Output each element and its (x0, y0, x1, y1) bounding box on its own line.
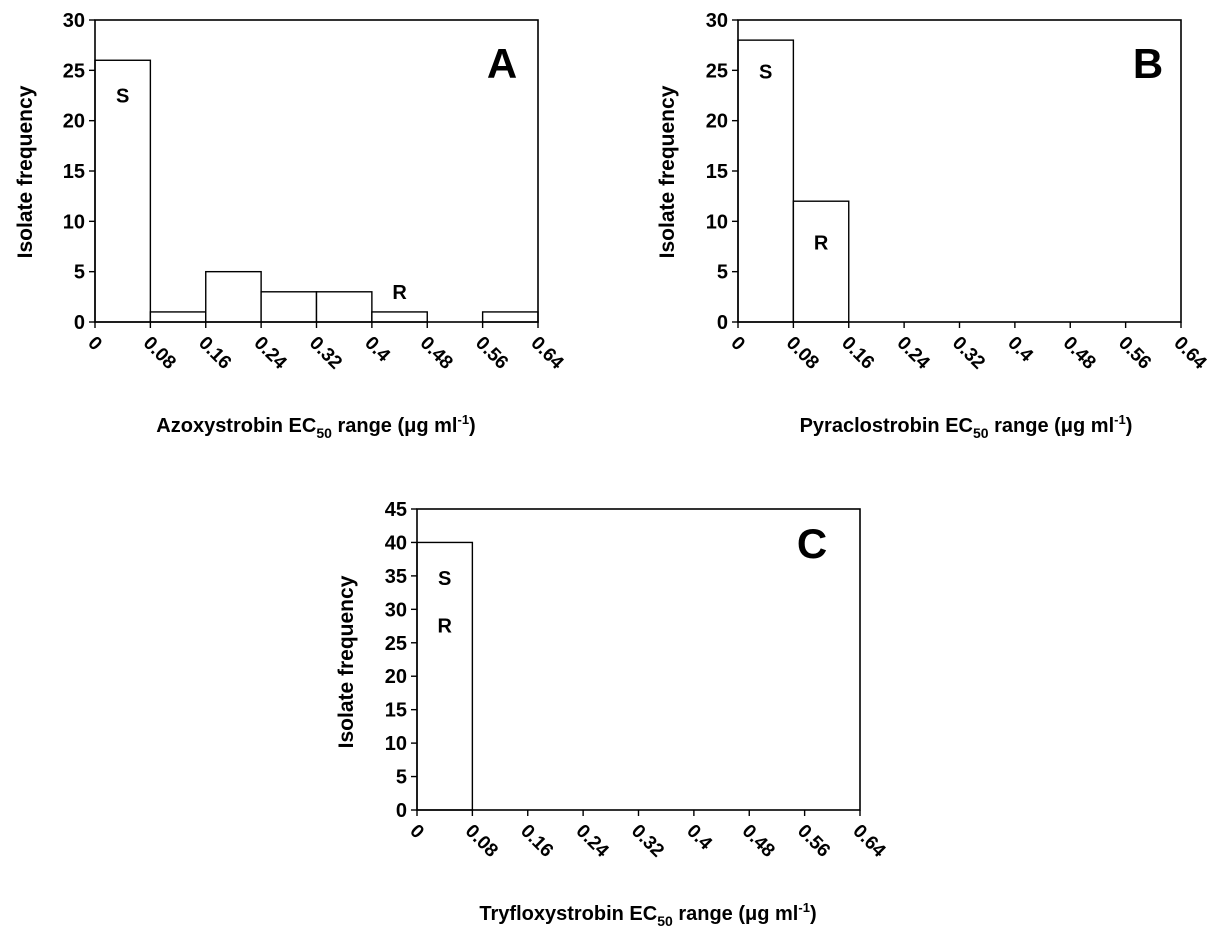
y-tick-label-a-4: 20 (63, 111, 85, 133)
x-tick-label-b-7: 0.56 (1114, 333, 1155, 374)
panel-letter-c: C (797, 520, 827, 567)
x-tick-label-c-2: 0.16 (516, 821, 557, 862)
x-tick-label-c-0: 0 (405, 821, 427, 843)
x-tick-label-a-7: 0.56 (471, 333, 512, 374)
y-axis-label-a: Isolate frequency (14, 85, 37, 258)
x-tick-label-a-1: 0.08 (139, 333, 180, 374)
annotation-a-s: S (116, 86, 129, 108)
plot-frame-c (416, 508, 861, 811)
bar-a-5 (315, 291, 373, 323)
annotation-b-s: S (759, 61, 772, 83)
x-tick-label-b-6: 0.48 (1059, 333, 1100, 374)
y-tick-label-c-0: 0 (396, 800, 407, 822)
y-tick-label-c-6: 30 (385, 599, 407, 621)
annotation-a-r: R (392, 282, 407, 304)
bar-c-1 (416, 541, 474, 811)
y-tick-label-c-1: 5 (396, 767, 407, 789)
y-tick-label-c-8: 40 (385, 532, 407, 554)
x-tick-label-c-5: 0.4 (682, 821, 716, 855)
y-tick-label-b-4: 20 (706, 111, 728, 133)
plot-frame-a (94, 19, 539, 323)
y-tick-label-b-6: 30 (706, 10, 728, 32)
panel-letter-a: A (487, 40, 517, 87)
panel-b: B Isolate frequency Pyraclostrobin EC50 … (656, 10, 1211, 441)
x-tick-label-a-5: 0.4 (360, 333, 394, 367)
y-tick-label-b-3: 15 (706, 161, 728, 183)
x-tick-label-a-2: 0.16 (194, 333, 235, 374)
x-tick-label-b-8: 0.64 (1169, 333, 1210, 374)
bar-b-2 (792, 200, 850, 323)
x-axis-label-a: Azoxystrobin EC50 range (μg ml-1) (156, 412, 475, 441)
x-tick-label-a-0: 0 (83, 333, 105, 355)
y-axis-label-b: Isolate frequency (656, 85, 679, 258)
x-tick-label-c-4: 0.32 (627, 821, 668, 862)
y-tick-label-b-2: 10 (706, 211, 728, 233)
annotation-c-s: S (438, 568, 451, 590)
y-tick-label-b-5: 25 (706, 60, 728, 82)
bar-a-8 (481, 311, 539, 323)
y-tick-label-c-9: 45 (385, 499, 407, 521)
y-tick-label-a-5: 25 (63, 60, 85, 82)
x-tick-label-a-3: 0.24 (250, 333, 291, 374)
x-axis-label-b: Pyraclostrobin EC50 range (μg ml-1) (800, 412, 1133, 441)
x-tick-label-c-6: 0.48 (738, 821, 779, 862)
annotation-c-r: R (437, 615, 452, 637)
x-tick-label-b-0: 0 (726, 333, 748, 355)
y-tick-label-c-2: 10 (385, 733, 407, 755)
bar-a-1 (94, 59, 152, 323)
x-tick-label-b-5: 0.4 (1003, 333, 1037, 367)
annotation-b-r: R (814, 232, 829, 254)
bar-a-2 (149, 311, 207, 323)
y-tick-label-a-0: 0 (74, 312, 85, 334)
y-tick-label-c-4: 20 (385, 666, 407, 688)
y-tick-label-b-0: 0 (717, 312, 728, 334)
panel-a: A Isolate frequency Azoxystrobin EC50 ra… (14, 10, 568, 441)
x-tick-label-c-8: 0.64 (848, 821, 889, 862)
x-tick-label-c-3: 0.24 (572, 821, 613, 862)
y-axis-label-c: Isolate frequency (335, 575, 358, 748)
y-tick-label-b-1: 5 (717, 262, 728, 284)
x-tick-label-a-6: 0.48 (416, 333, 457, 374)
x-tick-label-b-4: 0.32 (948, 333, 989, 374)
x-tick-label-a-4: 0.32 (305, 333, 346, 374)
bar-a-6 (371, 311, 428, 323)
y-tick-label-a-2: 10 (63, 211, 85, 233)
y-tick-label-a-6: 30 (63, 10, 85, 32)
x-tick-label-c-7: 0.56 (793, 821, 834, 862)
bar-a-3 (205, 270, 262, 323)
x-tick-label-c-1: 0.08 (461, 821, 502, 862)
bar-a-4 (260, 291, 318, 323)
x-tick-label-b-2: 0.16 (837, 333, 878, 374)
panel-c: C Isolate frequency Tryfloxystrobin EC50… (335, 499, 890, 927)
y-tick-label-c-5: 25 (385, 633, 407, 655)
y-tick-label-a-3: 15 (63, 161, 85, 183)
x-tick-label-a-8: 0.64 (526, 333, 567, 374)
y-tick-label-c-7: 35 (385, 566, 407, 588)
x-axis-label-c: Tryfloxystrobin EC50 range (μg ml-1) (479, 900, 816, 927)
x-tick-label-b-3: 0.24 (893, 333, 934, 374)
y-tick-label-a-1: 5 (74, 262, 85, 284)
y-tick-label-c-3: 15 (385, 700, 407, 722)
panel-letter-b: B (1133, 40, 1163, 87)
x-tick-label-b-1: 0.08 (782, 333, 823, 374)
